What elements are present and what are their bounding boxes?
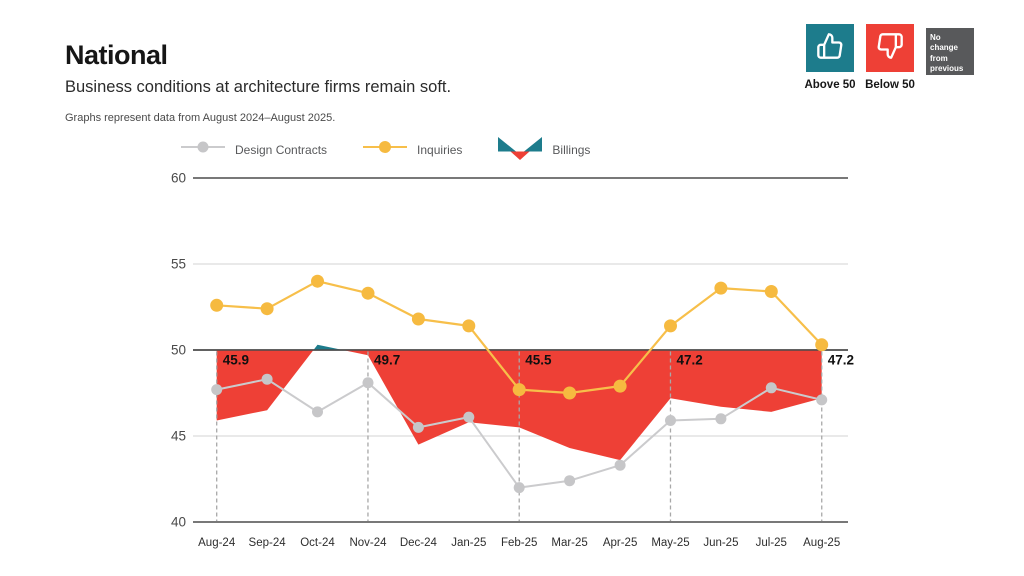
no-change-label: No change from previous period [930,33,964,84]
billings-swatch-icon [497,134,543,165]
design-contracts-swatch-icon [180,140,226,159]
svg-text:Nov-24: Nov-24 [349,537,387,549]
badge-no-change: No change from previous period [926,24,974,91]
x-axis: Aug-24 Sep-24 Oct-24 Nov-24 Dec-24 Jan-25 Feb-… [198,537,840,549]
svg-text:47.2: 47.2 [676,353,702,368]
svg-text:55: 55 [171,257,186,272]
svg-text:Dec-24: Dec-24 [400,537,438,549]
svg-text:45.9: 45.9 [223,353,249,368]
svg-text:40: 40 [171,515,186,530]
svg-text:Aug-24: Aug-24 [198,537,236,549]
legend-item-billings: Billings [497,134,590,165]
chart-legend: Design Contracts Inquiries Billings [180,134,590,165]
inquiries-swatch-icon [362,140,408,159]
svg-text:49.7: 49.7 [374,353,400,368]
svg-text:45: 45 [171,429,186,444]
no-change-box: No change from previous period [926,28,974,84]
svg-text:Jun-25: Jun-25 [703,537,738,549]
svg-text:Jul-25: Jul-25 [756,537,787,549]
svg-text:50: 50 [171,343,186,358]
svg-text:60: 60 [171,171,186,186]
legend-label: Billings [552,142,591,157]
below-50-box [866,24,914,72]
series-inquiries [210,274,829,400]
legend-item-design-contracts: Design Contracts [180,140,327,159]
billings-area [216,344,822,461]
header: National Business conditions at architec… [65,40,451,124]
svg-text:Mar-25: Mar-25 [551,537,587,549]
page-subtitle: Business conditions at architecture firm… [65,78,452,96]
svg-text:45.5: 45.5 [525,353,552,368]
above-50-label: Above 50 [804,79,856,91]
badge-above-50: Above 50 [804,24,856,91]
legend-label: Design Contracts [235,142,328,157]
thumbs-down-icon [876,32,904,65]
svg-text:Sep-24: Sep-24 [249,537,287,549]
above-50-box [806,24,854,72]
page-title: National [65,40,168,70]
score-key: Above 50 Below 50 No change from previou… [804,24,974,91]
series-design-contracts [211,373,828,494]
thumbs-up-icon [816,32,844,65]
svg-text:Oct-24: Oct-24 [300,537,335,549]
badge-below-50: Below 50 [865,24,915,91]
svg-text:Aug-25: Aug-25 [803,537,840,549]
below-50-label: Below 50 [865,79,915,91]
legend-item-inquiries: Inquiries [362,140,462,159]
svg-text:Feb-25: Feb-25 [501,537,537,549]
svg-text:47.2: 47.2 [828,353,854,368]
svg-text:Jan-25: Jan-25 [451,537,486,549]
svg-text:May-25: May-25 [651,537,689,549]
svg-text:Apr-25: Apr-25 [603,537,638,549]
data-range-note: Graphs represent data from August 2024–A… [65,112,336,124]
legend-label: Inquiries [417,142,463,157]
